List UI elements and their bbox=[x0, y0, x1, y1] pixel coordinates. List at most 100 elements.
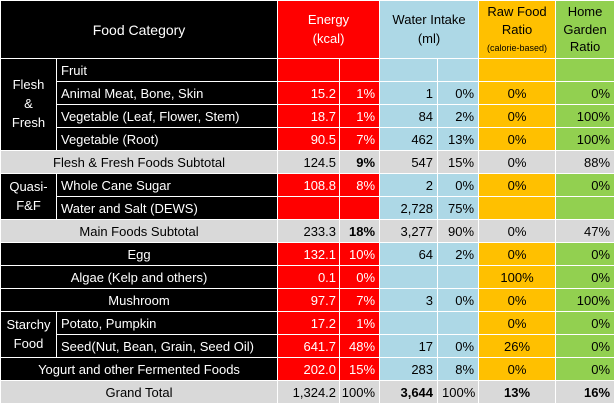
header-energy-unit: (kcal) bbox=[312, 30, 345, 46]
table-row: Mushroom 97.7 7% 3 0% 0% 100% bbox=[0, 288, 614, 312]
table-row: Seed(Nut, Bean, Grain, Seed Oil) 641.7 4… bbox=[1, 334, 614, 358]
water-value bbox=[379, 311, 439, 335]
row-label: Animal Meat, Bone, Skin bbox=[55, 81, 279, 105]
header-water-unit: (ml) bbox=[417, 30, 441, 46]
header-home-line1: Home bbox=[567, 4, 603, 20]
group-flesh-fresh: Flesh & Fresh bbox=[0, 58, 57, 151]
energy-value: 0.1 bbox=[277, 265, 341, 289]
raw-ratio: 0% bbox=[478, 127, 557, 151]
water-value: 17 bbox=[379, 334, 439, 358]
home-ratio: 16% bbox=[555, 380, 614, 404]
water-value: 2 bbox=[379, 173, 439, 197]
water-percent: 0% bbox=[437, 81, 480, 105]
group-label: F&F bbox=[16, 197, 41, 213]
energy-value: 97.7 bbox=[277, 288, 341, 312]
header-water-intake: Water Intake (ml) bbox=[379, 0, 480, 59]
grand-total-row: Grand Total 1,324.2 100% 3,644 100% 13% … bbox=[0, 380, 614, 404]
row-label: Fruit bbox=[55, 58, 279, 82]
water-value: 3,277 bbox=[379, 219, 439, 243]
row-label: Flesh & Fresh Foods Subtotal bbox=[0, 150, 279, 174]
row-label: Grand Total bbox=[0, 380, 279, 404]
energy-percent: 9% bbox=[339, 150, 381, 174]
home-ratio: 0% bbox=[555, 357, 614, 381]
water-value: 1 bbox=[379, 81, 439, 105]
table-row: Animal Meat, Bone, Skin 15.2 1% 1 0% 0% … bbox=[1, 81, 614, 105]
water-value: 84 bbox=[379, 104, 439, 128]
raw-ratio: 0% bbox=[478, 357, 557, 381]
energy-percent bbox=[339, 58, 381, 82]
water-percent: 0% bbox=[437, 288, 480, 312]
water-percent: 2% bbox=[437, 104, 480, 128]
water-percent: 100% bbox=[437, 380, 480, 404]
energy-value: 233.3 bbox=[277, 219, 341, 243]
water-percent bbox=[437, 311, 480, 335]
raw-ratio: 26% bbox=[478, 334, 557, 358]
row-label: Main Foods Subtotal bbox=[0, 219, 279, 243]
raw-ratio bbox=[478, 58, 557, 82]
energy-percent: 10% bbox=[339, 242, 381, 266]
home-ratio: 88% bbox=[555, 150, 614, 174]
table-row: Starchy Food Potato, Pumpkin 17.2 1% 0% … bbox=[0, 311, 614, 358]
water-percent: 2% bbox=[437, 242, 480, 266]
row-label: Vegetable (Root) bbox=[55, 127, 279, 151]
raw-ratio: 100% bbox=[478, 265, 557, 289]
row-label: Vegetable (Leaf, Flower, Stem) bbox=[55, 104, 279, 128]
water-percent: 0% bbox=[437, 173, 480, 197]
energy-value: 108.8 bbox=[277, 173, 341, 197]
raw-ratio: 0% bbox=[478, 173, 557, 197]
group-label: Quasi- bbox=[9, 178, 48, 194]
group-starchy-food: Starchy Food bbox=[0, 311, 57, 358]
table-row: Vegetable (Leaf, Flower, Stem) 18.7 1% 8… bbox=[1, 104, 614, 128]
header-raw-note: (calorie-based) bbox=[487, 43, 548, 54]
row-label: Algae (Kelp and others) bbox=[0, 265, 279, 289]
raw-ratio: 0% bbox=[478, 311, 557, 335]
home-ratio: 100% bbox=[555, 288, 614, 312]
group-label: Flesh bbox=[12, 77, 45, 93]
home-ratio: 100% bbox=[555, 104, 614, 128]
header-water-label: Water Intake bbox=[392, 11, 466, 27]
energy-value: 1,324.2 bbox=[277, 380, 341, 404]
table-row: Flesh & Fresh Fruit bbox=[0, 58, 614, 151]
energy-percent: 15% bbox=[339, 357, 381, 381]
water-percent: 90% bbox=[437, 219, 480, 243]
energy-value: 18.7 bbox=[277, 104, 341, 128]
energy-value: 15.2 bbox=[277, 81, 341, 105]
header-raw-line2: Ratio bbox=[501, 21, 533, 37]
header-home-line2: Garden bbox=[563, 21, 607, 37]
raw-ratio: 0% bbox=[478, 104, 557, 128]
energy-percent: 0% bbox=[339, 265, 381, 289]
energy-percent: 7% bbox=[339, 288, 381, 312]
water-value: 283 bbox=[379, 357, 439, 381]
water-value: 462 bbox=[379, 127, 439, 151]
home-ratio bbox=[555, 196, 614, 220]
group-label: Fresh bbox=[11, 114, 46, 130]
energy-value: 641.7 bbox=[277, 334, 341, 358]
header-energy-label: Energy bbox=[307, 11, 350, 27]
water-percent: 13% bbox=[437, 127, 480, 151]
energy-value: 202.0 bbox=[277, 357, 341, 381]
header-energy: Energy (kcal) bbox=[277, 0, 381, 59]
energy-value: 17.2 bbox=[277, 311, 341, 335]
water-percent: 0% bbox=[437, 334, 480, 358]
water-value bbox=[379, 265, 439, 289]
raw-ratio: 13% bbox=[478, 380, 557, 404]
raw-ratio bbox=[478, 196, 557, 220]
row-label: Seed(Nut, Bean, Grain, Seed Oil) bbox=[55, 334, 279, 358]
energy-percent: 8% bbox=[339, 173, 381, 197]
water-percent: 75% bbox=[437, 196, 480, 220]
home-ratio: 100% bbox=[555, 127, 614, 151]
group-label: Food bbox=[13, 335, 44, 351]
home-ratio bbox=[555, 58, 614, 82]
header-home-garden-ratio: Home Garden Ratio bbox=[555, 0, 614, 59]
energy-percent bbox=[339, 196, 381, 220]
table-row: Algae (Kelp and others) 0.1 0% 100% 0% bbox=[0, 265, 614, 289]
row-label: Whole Cane Sugar bbox=[55, 173, 279, 197]
water-percent bbox=[437, 58, 480, 82]
water-value: 3,644 bbox=[379, 380, 439, 404]
water-value: 2,728 bbox=[379, 196, 439, 220]
water-value: 64 bbox=[379, 242, 439, 266]
table-row: Yogurt and other Fermented Foods 202.0 1… bbox=[0, 357, 614, 381]
header-raw-line1: Raw Food bbox=[487, 4, 547, 20]
home-ratio: 47% bbox=[555, 219, 614, 243]
